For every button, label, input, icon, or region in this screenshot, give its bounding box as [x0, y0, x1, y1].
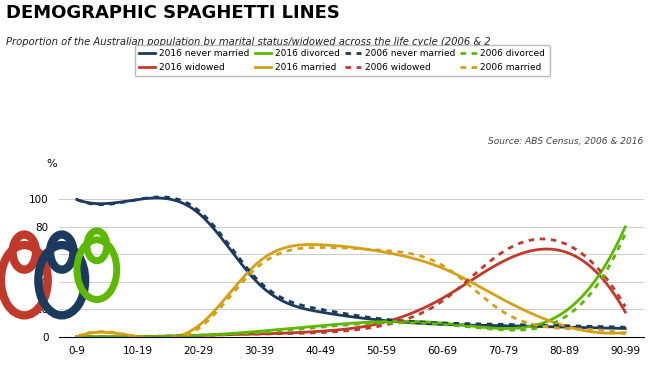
Legend: 2016 never married, 2016 widowed, 2016 divorced, 2016 married, 2006 never marrie: 2016 never married, 2016 widowed, 2016 d… — [135, 45, 550, 76]
Text: Proportion of the Australian population by marital status/widowed across the lif: Proportion of the Australian population … — [6, 37, 491, 46]
Text: DEMOGRAPHIC SPAGHETTI LINES: DEMOGRAPHIC SPAGHETTI LINES — [6, 4, 341, 22]
Text: %: % — [46, 159, 57, 169]
Text: Source: ABS Census, 2006 & 2016: Source: ABS Census, 2006 & 2016 — [488, 137, 644, 146]
